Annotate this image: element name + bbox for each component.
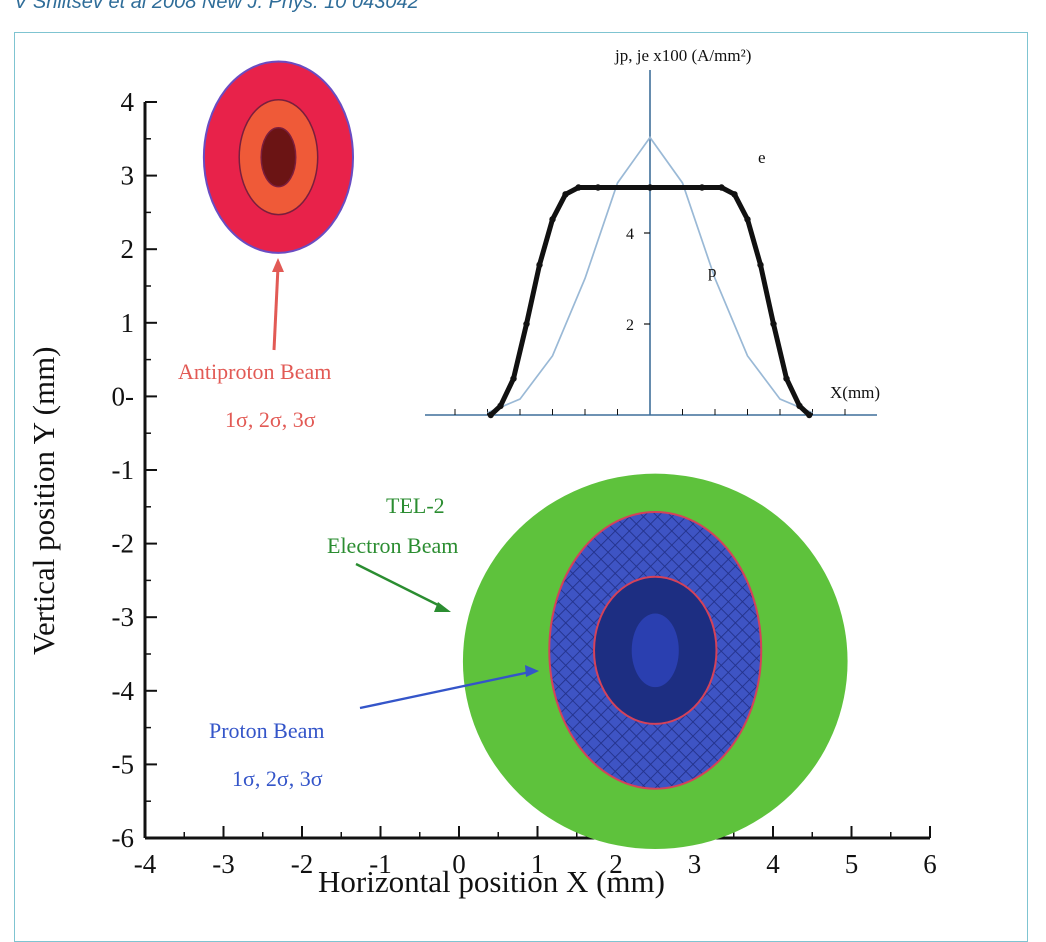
y-tick-label: 1 — [121, 308, 135, 338]
y-tick-label: 0- — [112, 381, 135, 411]
inset-series — [487, 135, 813, 419]
inset-y-axis-title: jp, je x100 (A/mm²) — [614, 46, 751, 65]
inset-point-e — [796, 402, 803, 410]
inset-y-tick-label: 4 — [626, 226, 634, 243]
x-tick-label: 0 — [452, 849, 466, 879]
y-tick-label: -6 — [112, 823, 135, 853]
beam-shapes — [202, 60, 848, 850]
x-tick-label: 5 — [845, 849, 859, 879]
inset-point-e — [783, 375, 790, 382]
y-tick-label: -4 — [112, 676, 135, 706]
beam-ellipse — [631, 613, 679, 688]
x-tick-label: -1 — [369, 849, 392, 879]
electron-arrow — [355, 562, 443, 609]
y-tick-label: -1 — [112, 455, 135, 485]
electron-beam-label: Electron Beam — [327, 533, 458, 558]
y-axis-title: Vertical position Y (mm) — [26, 346, 61, 655]
inset-series-p — [487, 135, 813, 414]
inset-point-e — [549, 216, 556, 223]
x-tick-label: 4 — [766, 849, 780, 879]
inset-series-e-label: e — [758, 148, 766, 167]
y-tick-label: 4 — [121, 87, 135, 117]
inset-point-e — [770, 320, 777, 328]
inset-point-e — [646, 184, 654, 191]
proton-beam-label: Proton Beam — [209, 718, 325, 743]
inset-series-p-label: p — [708, 262, 717, 281]
y-tick-label: 2 — [121, 234, 135, 264]
inset-point-e — [510, 375, 517, 382]
inset-point-e — [757, 261, 764, 269]
inset-point-e — [594, 184, 602, 191]
y-tick-label: -5 — [112, 749, 135, 779]
inset-point-e — [562, 191, 569, 198]
x-axis-title: Horizontal position X (mm) — [318, 864, 665, 899]
inset-point-e — [523, 320, 530, 328]
y-tick-label: -2 — [112, 529, 135, 559]
proton-sigma-label: 1σ, 2σ, 3σ — [232, 766, 323, 791]
y-tick-label: -3 — [112, 602, 135, 632]
partial-caption: V Shiltsev et al 2008 New J. Phys. 10 04… — [14, 0, 419, 13]
proton-arrow — [359, 670, 531, 710]
antiproton-sigma-label: 1σ, 2σ, 3σ — [225, 407, 316, 432]
x-tick-label: -3 — [212, 849, 235, 879]
electron-beam-title: TEL-2 — [386, 493, 445, 518]
inset-x-axis-title: X(mm) — [830, 383, 880, 402]
antiproton-beam-label: Antiproton Beam — [178, 359, 331, 384]
x-tick-label: -4 — [134, 849, 157, 879]
inset-point-e — [487, 411, 494, 419]
inset-point-e — [806, 411, 813, 419]
main-chart: -4 -3 -2 -1 0 1 2 3 4 5 6 4 3 2 1 0- -1 -2 -3 -4 -5 -6 — [112, 60, 937, 879]
x-tick-label: 3 — [688, 849, 702, 879]
inset-point-e — [536, 261, 543, 269]
antiproton-arrow — [272, 266, 280, 351]
inset-point-e — [731, 191, 738, 198]
x-tick-label: 1 — [531, 849, 545, 879]
proton-arrowhead — [525, 665, 539, 677]
main-ticks: -4 -3 -2 -1 0 1 2 3 4 5 6 4 3 2 1 0- -1 -2 -3 -4 -5 -6 — [112, 87, 937, 879]
electron-arrowhead — [434, 602, 451, 612]
inset-point-e — [575, 184, 582, 191]
inset-chart: 24 — [425, 70, 877, 419]
x-tick-label: 6 — [923, 849, 937, 879]
inset-y-tick-label: 2 — [626, 317, 634, 334]
inset-point-e — [718, 184, 725, 191]
inset-point-e — [497, 402, 504, 410]
x-tick-label: 2 — [609, 849, 623, 879]
inset-point-e — [698, 184, 706, 191]
antiproton-arrowhead — [272, 258, 284, 272]
beam-ellipse — [260, 127, 297, 188]
inset-point-e — [744, 216, 751, 223]
x-tick-label: -2 — [291, 849, 314, 879]
y-tick-label: 3 — [121, 161, 135, 191]
